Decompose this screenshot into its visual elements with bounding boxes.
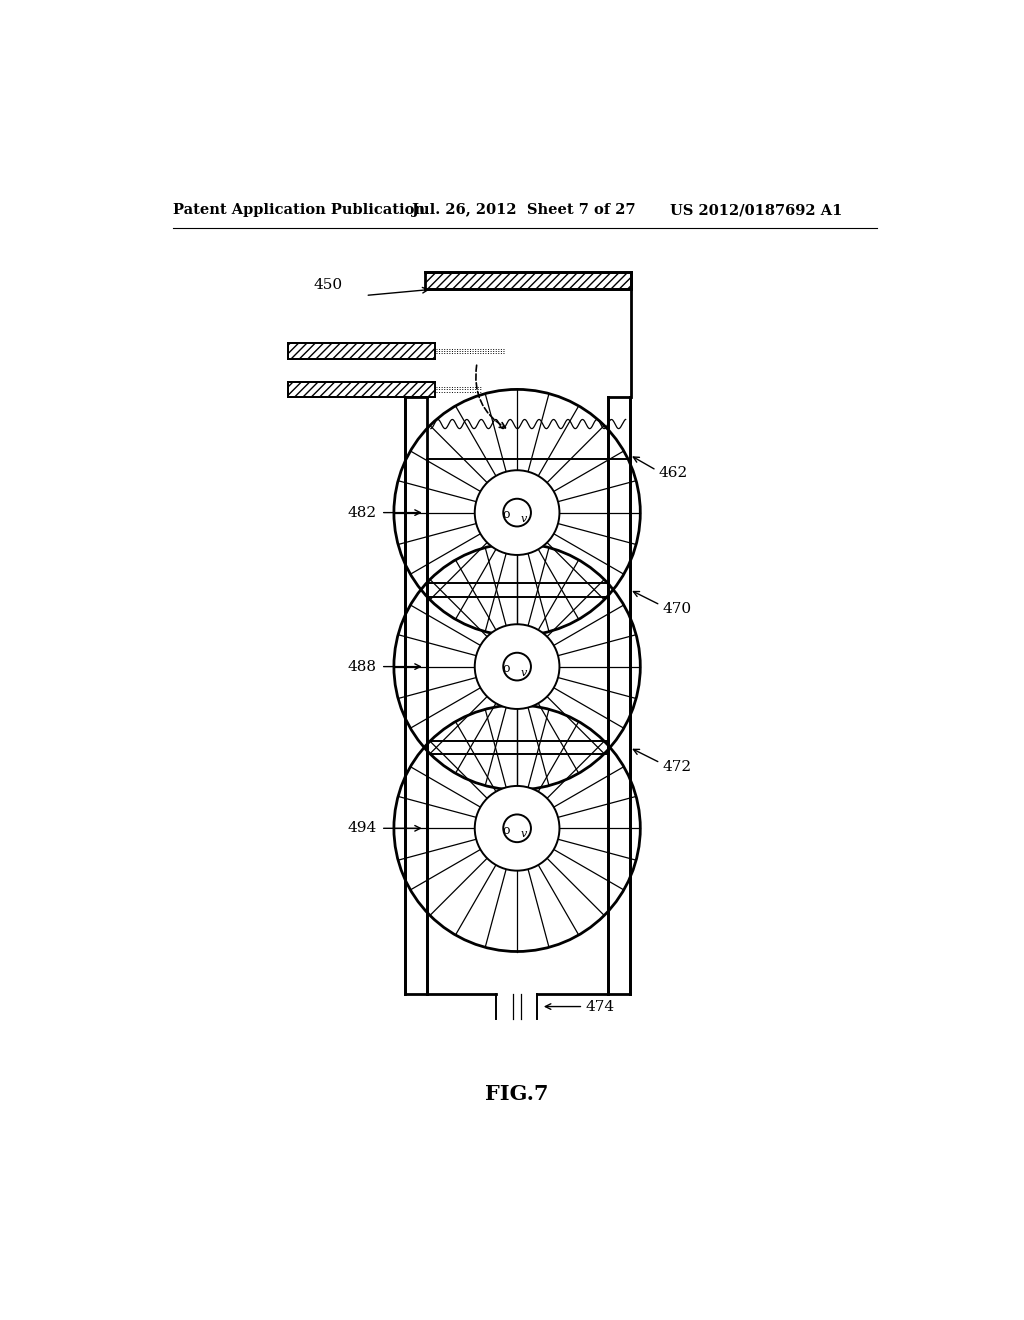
- Circle shape: [394, 544, 640, 789]
- Circle shape: [475, 624, 559, 709]
- Circle shape: [503, 499, 531, 527]
- Bar: [608, 397, 630, 994]
- Text: 462: 462: [658, 466, 688, 479]
- Text: 474: 474: [586, 999, 614, 1014]
- Bar: [427, 540, 608, 793]
- Text: 470: 470: [663, 602, 692, 616]
- Text: o: o: [503, 663, 510, 676]
- Text: v: v: [520, 668, 526, 677]
- Circle shape: [503, 814, 531, 842]
- Text: 450: 450: [313, 279, 342, 293]
- Text: 482: 482: [348, 506, 377, 520]
- Text: 494: 494: [348, 821, 377, 836]
- Bar: [427, 582, 608, 597]
- Text: Jul. 26, 2012  Sheet 7 of 27: Jul. 26, 2012 Sheet 7 of 27: [412, 203, 635, 216]
- Circle shape: [475, 785, 559, 871]
- Bar: [289, 343, 435, 359]
- Bar: [289, 381, 435, 397]
- Text: US 2012/0187692 A1: US 2012/0187692 A1: [670, 203, 842, 216]
- Text: Patent Application Publication: Patent Application Publication: [173, 203, 425, 216]
- Circle shape: [503, 653, 531, 681]
- Circle shape: [394, 705, 640, 952]
- Bar: [427, 741, 608, 755]
- Text: o: o: [503, 508, 510, 521]
- Circle shape: [394, 389, 640, 636]
- Text: 472: 472: [663, 760, 692, 774]
- Text: v: v: [520, 513, 526, 524]
- Bar: [427, 701, 608, 956]
- Text: 488: 488: [348, 660, 377, 673]
- Bar: [427, 385, 608, 640]
- Text: o: o: [503, 824, 510, 837]
- Bar: [425, 272, 631, 289]
- Text: FIG.7: FIG.7: [485, 1084, 549, 1104]
- Text: v: v: [520, 829, 526, 840]
- Circle shape: [475, 470, 559, 554]
- Bar: [406, 397, 427, 994]
